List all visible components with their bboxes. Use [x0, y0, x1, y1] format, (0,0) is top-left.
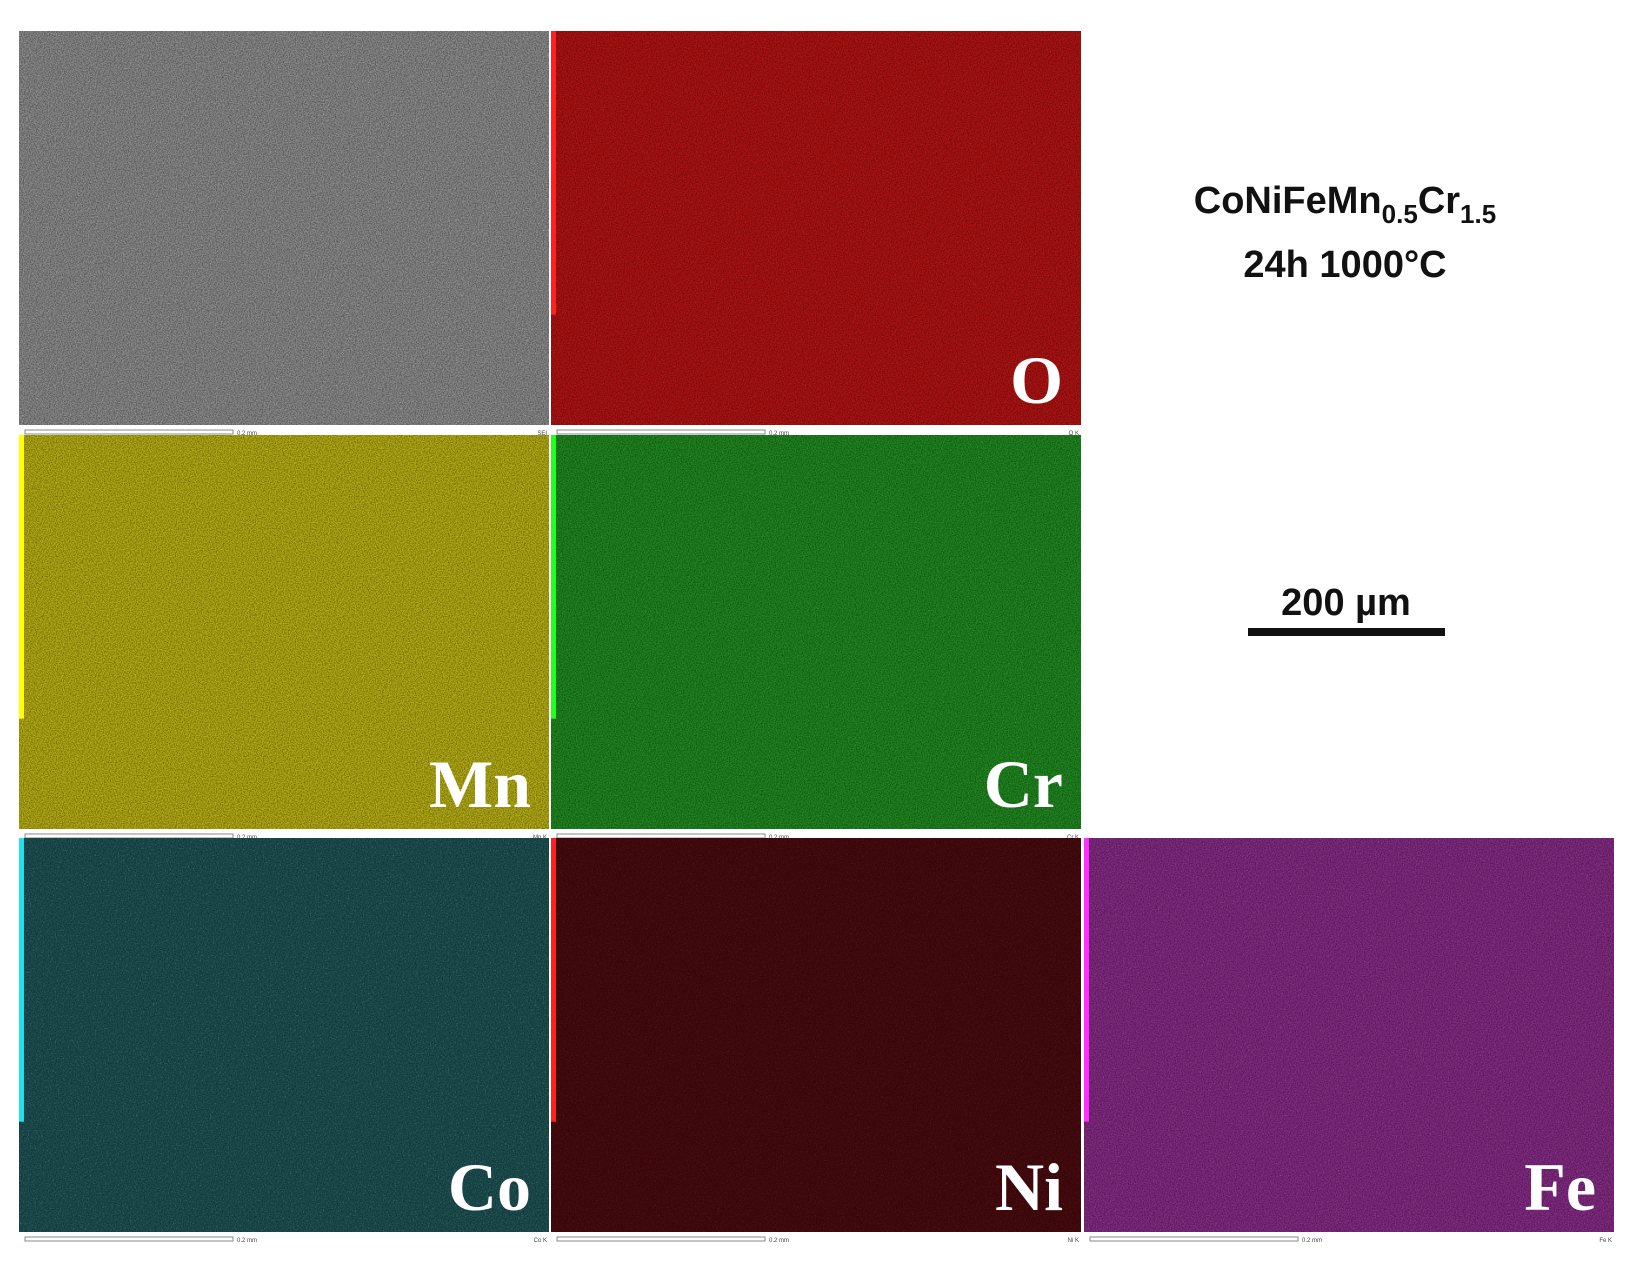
- map-speckle: [551, 31, 1081, 425]
- element-label: Fe: [1524, 1149, 1596, 1225]
- element-label: Cr: [984, 746, 1063, 822]
- strip-detector: Ni K: [1068, 1238, 1079, 1244]
- strip-scale: 0.2 mm: [1302, 1238, 1322, 1244]
- strip-bar: [24, 833, 234, 839]
- strip-detector: Fe K: [1599, 1238, 1612, 1244]
- strip-scale: 0.2 mm: [769, 1238, 789, 1244]
- title-formula: CoNiFeMn0.5Cr1.5: [1194, 180, 1496, 229]
- element-label: Co: [448, 1149, 531, 1225]
- map-speckle: [551, 435, 1081, 829]
- strip-scale: 0.2 mm: [237, 431, 257, 437]
- strip-bar: [24, 1236, 234, 1242]
- element-label: Ni: [995, 1149, 1063, 1225]
- color-bar: [551, 838, 556, 1122]
- map-speckle: [1084, 838, 1614, 1232]
- element-label: Mn: [429, 746, 531, 822]
- scale-bar: [1248, 628, 1445, 636]
- strip-bar: [556, 1236, 766, 1242]
- color-bar: [19, 435, 24, 719]
- scale-bar-label: 200 µm: [1281, 582, 1411, 624]
- strip-bar: [556, 833, 766, 839]
- formula-base: CoNiFeMn: [1194, 180, 1382, 222]
- strip-bar: [556, 429, 766, 435]
- map-speckle: [19, 31, 549, 425]
- color-bar: [551, 31, 556, 315]
- map-speckle: [19, 838, 549, 1232]
- color-bar: [19, 838, 24, 1122]
- formula-mid: Cr: [1418, 180, 1460, 222]
- strip-scale: 0.2 mm: [769, 431, 789, 437]
- strip-bar: [1089, 1236, 1299, 1242]
- color-bar: [551, 435, 556, 719]
- formula-sub: 0.5: [1382, 199, 1418, 229]
- element-label: O: [1010, 342, 1063, 418]
- strip-scale: 0.2 mm: [237, 1238, 257, 1244]
- color-bar: [1084, 838, 1089, 1122]
- map-speckle: [551, 838, 1081, 1232]
- map-speckle: [19, 435, 549, 829]
- strip-detector: O K: [1069, 431, 1079, 437]
- strip-bar: [24, 429, 234, 435]
- strip-detector: SEI: [537, 431, 547, 437]
- strip-detector: Co K: [534, 1238, 547, 1244]
- title-condition: 24h 1000°C: [1243, 244, 1446, 286]
- formula-sub: 1.5: [1460, 199, 1496, 229]
